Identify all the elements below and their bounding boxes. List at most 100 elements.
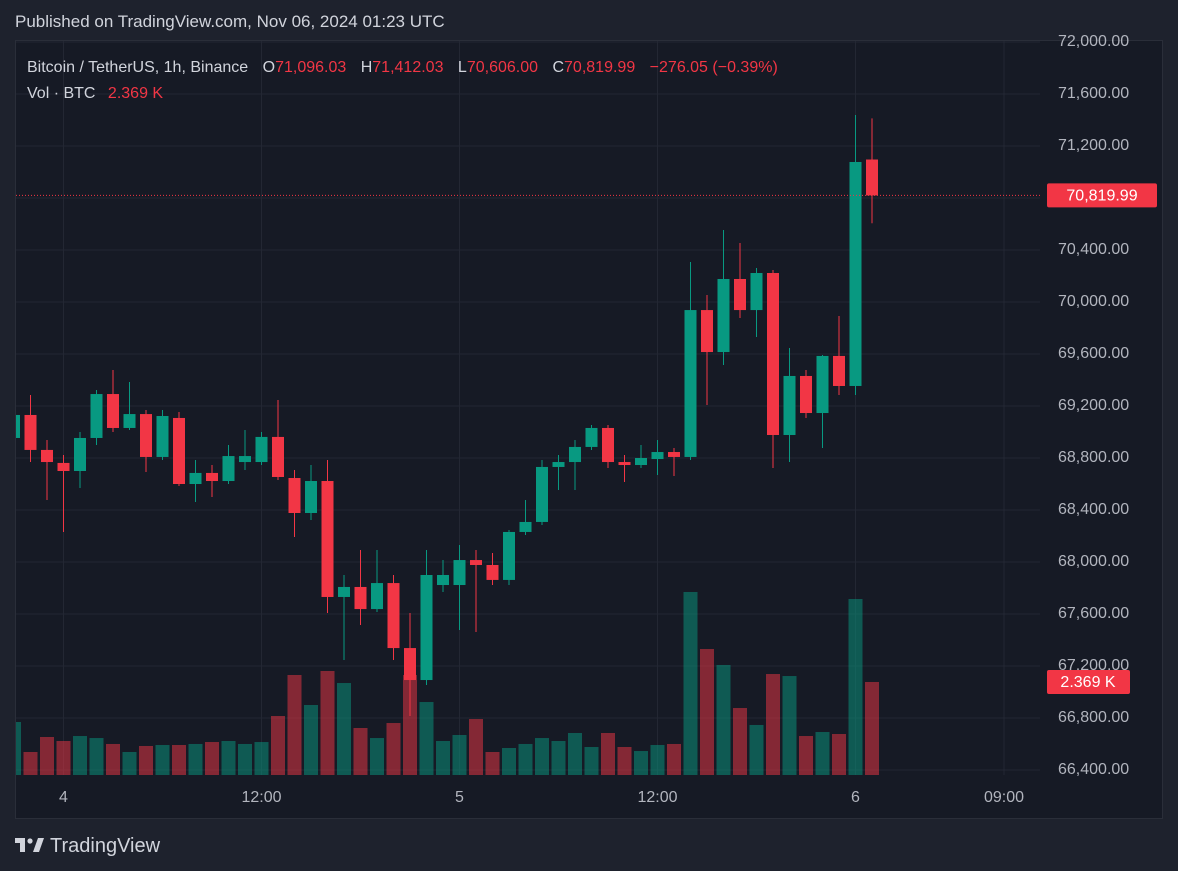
- volume-bar: [650, 745, 665, 775]
- volume-bar: [551, 740, 566, 775]
- volume-bar: [320, 670, 335, 775]
- y-tick-label: 71,200.00: [1058, 137, 1129, 154]
- candle-body: [569, 446, 581, 463]
- candle-body: [701, 310, 713, 353]
- candle-body: [470, 560, 482, 565]
- candle-body: [206, 472, 218, 482]
- candle-body: [123, 414, 136, 428]
- y-tick-label: 69,600.00: [1058, 345, 1129, 362]
- volume-bar: [502, 747, 516, 775]
- candle-body: [651, 452, 664, 460]
- symbol: Bitcoin / TetherUS, 1h, Binance: [27, 59, 249, 76]
- high-value: 71,412.03: [372, 59, 444, 76]
- y-tick-label: 70,000.00: [1058, 293, 1129, 310]
- volume-bar: [73, 736, 87, 775]
- y-tick-label: 66,800.00: [1058, 709, 1129, 726]
- candle-body: [140, 414, 152, 457]
- last-volume-box: [1047, 669, 1130, 694]
- volume-bar: [139, 745, 153, 775]
- volume-bar: [254, 742, 269, 775]
- volume-bar: [535, 738, 549, 775]
- candle-body: [552, 462, 565, 467]
- volume-bar: [848, 598, 863, 775]
- y-tick-label: 72,000.00: [1058, 33, 1129, 50]
- volume-bar: [353, 728, 368, 775]
- volume-bar: [634, 751, 648, 775]
- volume-bar: [782, 676, 797, 775]
- low-key: L: [457, 59, 467, 76]
- candle-body: [536, 466, 548, 522]
- candle-body: [173, 417, 185, 484]
- open-key: O: [262, 59, 276, 76]
- volume-bar: [518, 743, 533, 775]
- volume-bar: [337, 683, 351, 775]
- candle-body: [767, 273, 779, 435]
- candle-body: [255, 436, 268, 463]
- x-tick-label: 12:00: [241, 789, 281, 806]
- y-tick-label: 67,200.00: [1058, 657, 1129, 674]
- brand: TradingView: [50, 835, 161, 857]
- candle-body: [41, 449, 53, 463]
- volume-bar: [271, 715, 285, 775]
- candle-body: [338, 586, 350, 597]
- candle-layer: [16, 115, 878, 717]
- volume-row: Vol · BTC 2.369 K: [27, 81, 778, 107]
- candle-body: [750, 273, 763, 311]
- volume-bar: [815, 732, 830, 775]
- volume-bar: [172, 745, 186, 775]
- candle-body: [189, 472, 202, 484]
- x-tick-label: 4: [59, 789, 68, 806]
- candle-body: [24, 414, 37, 450]
- volume-bar: [287, 674, 302, 775]
- volume-bar: [304, 704, 318, 775]
- volume-bar: [617, 747, 632, 775]
- candle-body: [668, 452, 680, 457]
- candle-body: [354, 586, 367, 610]
- volume-bar: [188, 743, 203, 775]
- y-tick-label: 67,600.00: [1058, 605, 1129, 622]
- candle-body: [453, 560, 466, 586]
- candle-body: [387, 583, 400, 649]
- volume-bar: [683, 592, 698, 775]
- candle-body: [602, 427, 614, 463]
- volume-bar: [386, 723, 401, 775]
- volume-bar: [832, 734, 846, 775]
- volume-value: 2.369 K: [107, 85, 164, 102]
- volume-title: Vol · BTC: [27, 85, 96, 102]
- legend: Bitcoin / TetherUS, 1h, Binance O71,096.…: [27, 55, 778, 107]
- volume-bar: [601, 732, 615, 775]
- candle-body: [816, 355, 829, 414]
- volume-bar: [584, 747, 599, 775]
- candle-body: [222, 456, 235, 482]
- candle-body: [16, 414, 20, 438]
- candle-body: [519, 521, 532, 532]
- open-value: 71,096.03: [275, 59, 347, 76]
- last-price-box: [1047, 183, 1157, 208]
- close-key: C: [552, 59, 565, 76]
- candle-body: [437, 575, 449, 586]
- candle-body: [585, 427, 598, 447]
- volume-bar: [370, 738, 384, 775]
- candle-body: [107, 394, 119, 428]
- candle-body: [90, 394, 103, 438]
- candle-body: [239, 456, 251, 463]
- candle-body: [288, 478, 301, 513]
- candle-body: [305, 481, 317, 513]
- volume-bar: [40, 736, 54, 775]
- volume-bar: [155, 745, 170, 775]
- volume-bar: [122, 751, 137, 775]
- x-tick-label: 09:00: [984, 789, 1024, 806]
- volume-bar: [700, 649, 714, 775]
- candle-body: [635, 458, 647, 466]
- candle-body: [734, 278, 746, 311]
- volume-bar: [716, 664, 731, 775]
- volume-bar: [23, 751, 38, 775]
- candle-body: [503, 531, 515, 580]
- volume-bar: [865, 681, 879, 775]
- candle-body: [866, 159, 878, 196]
- candle-body: [800, 375, 812, 414]
- y-tick-label: 68,400.00: [1058, 501, 1129, 518]
- last-volume-label: 2.369 K: [1060, 674, 1115, 691]
- candle-body: [717, 278, 730, 353]
